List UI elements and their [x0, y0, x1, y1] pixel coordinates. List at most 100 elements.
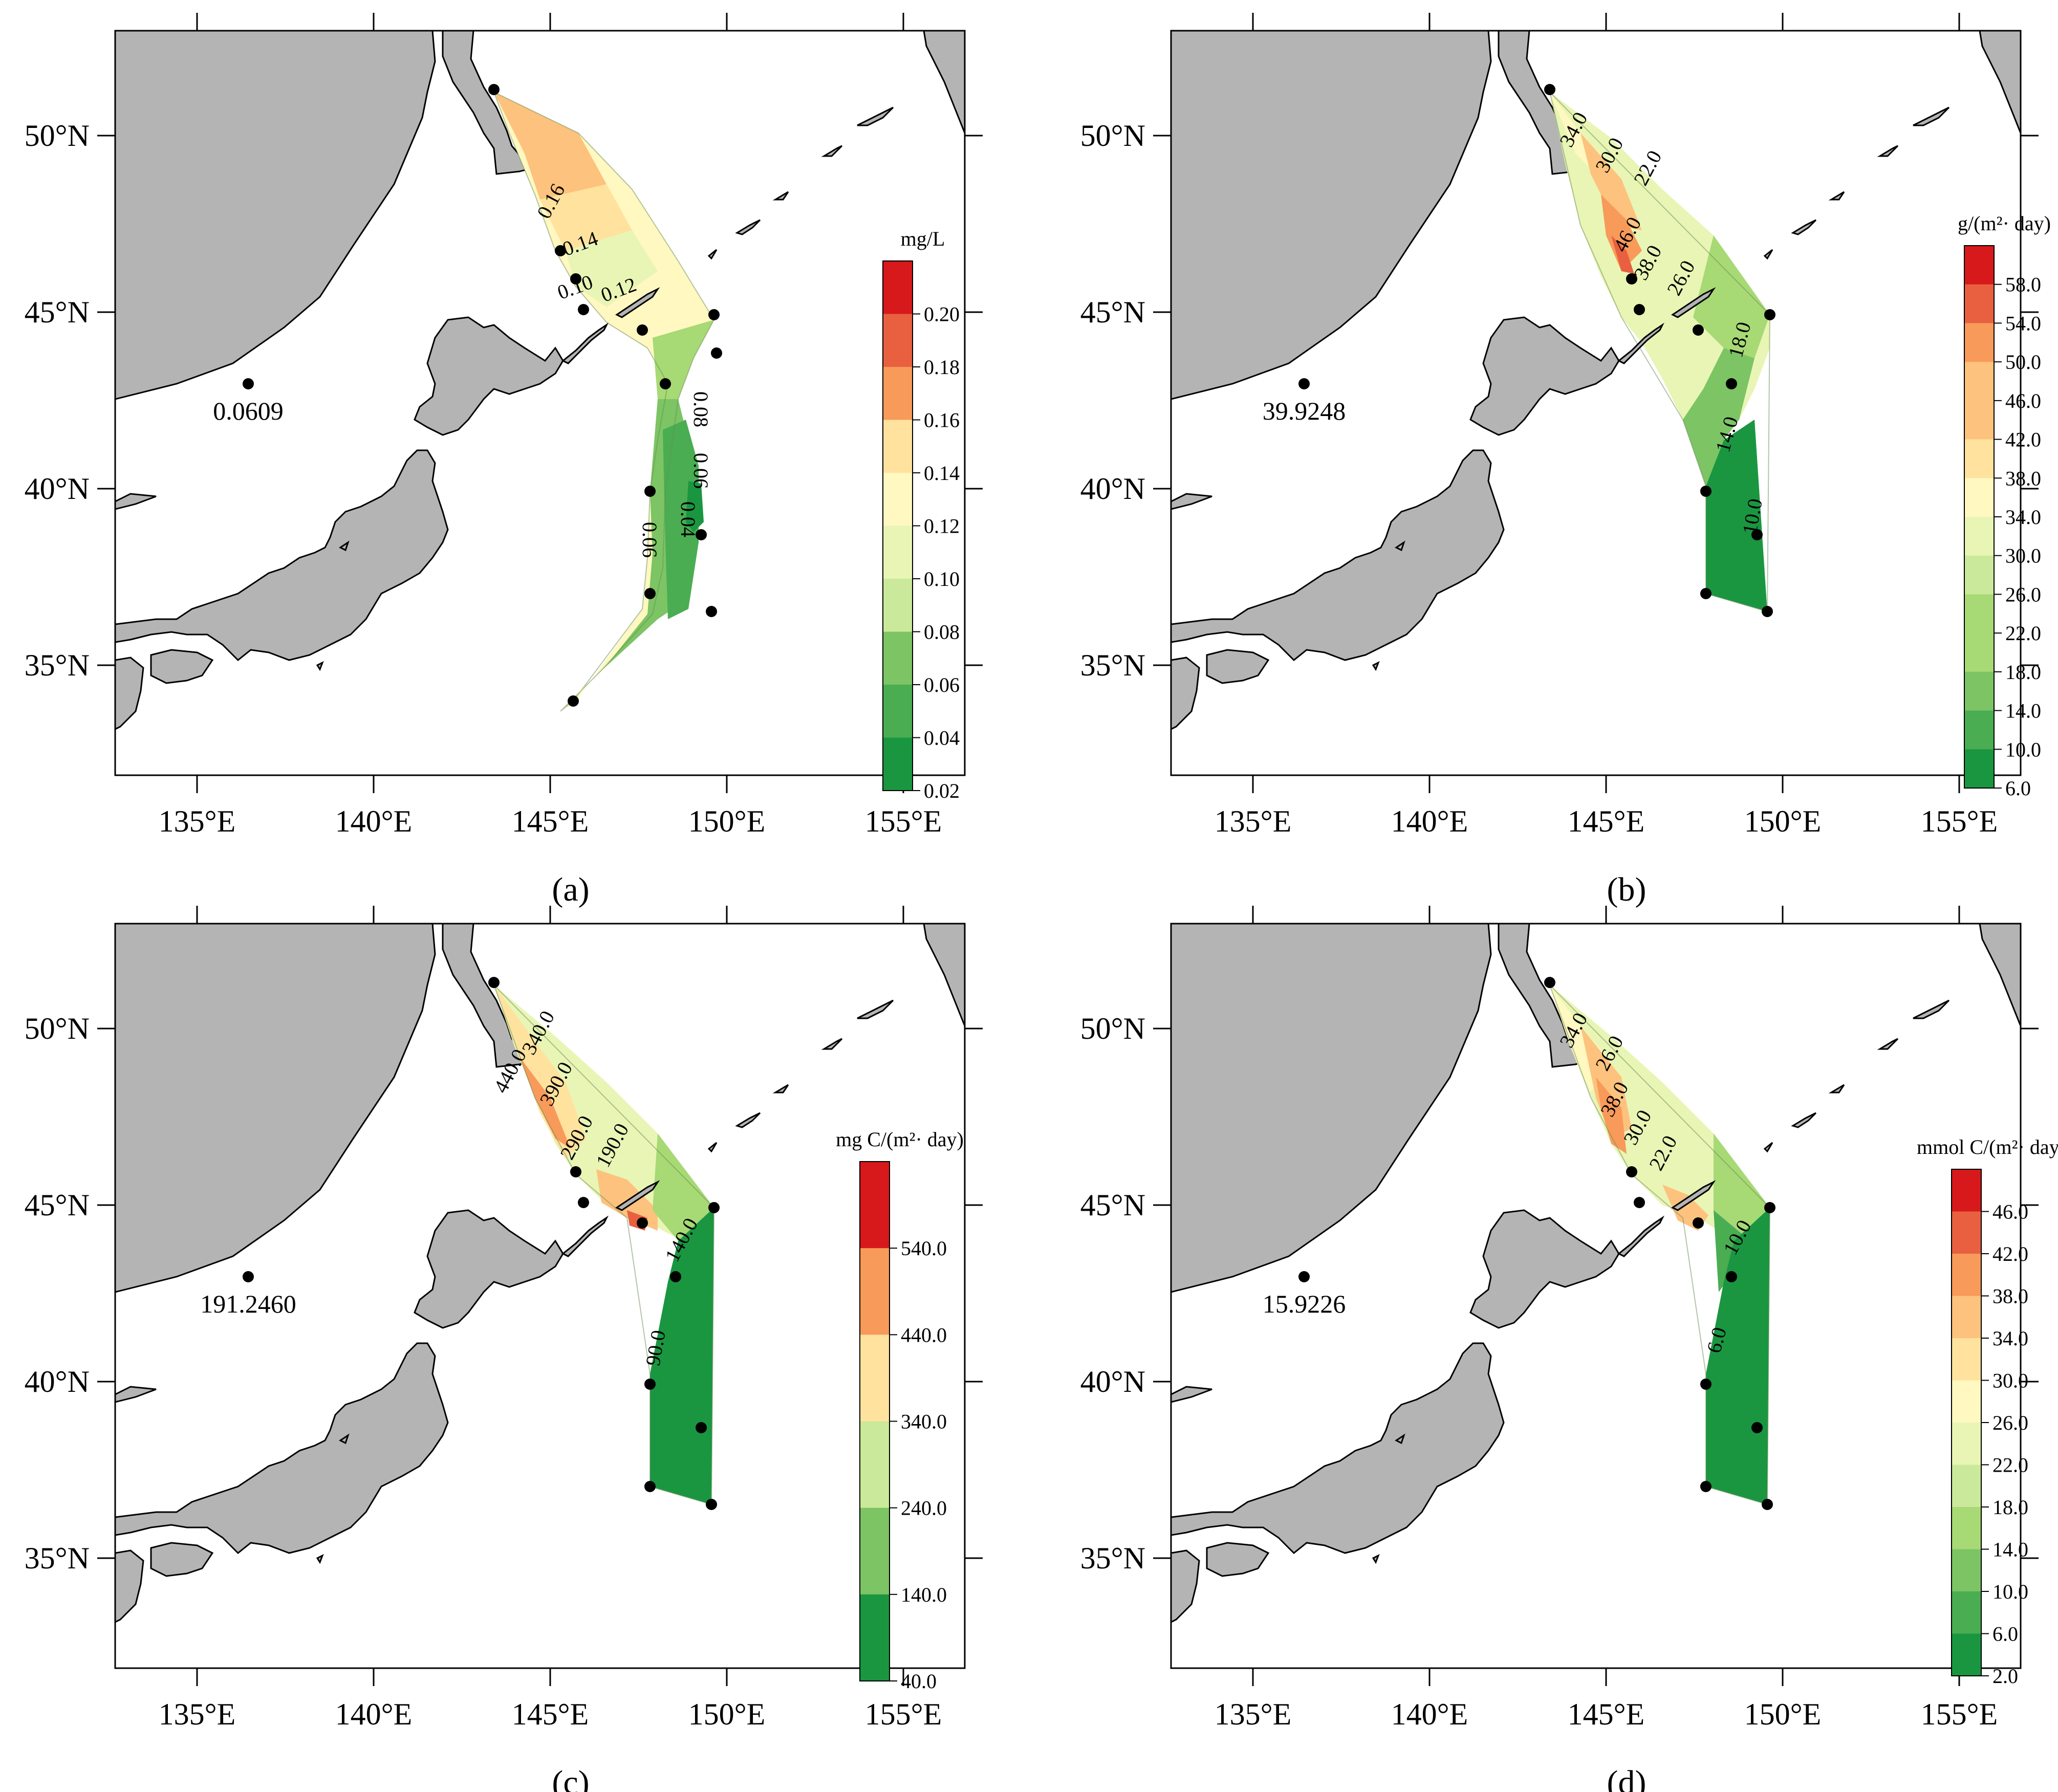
colorbar-swatch — [1964, 633, 1994, 672]
x-tick-label: 135°E — [159, 1697, 236, 1731]
y-tick-label: 35°N — [1080, 1541, 1145, 1575]
station-marker — [670, 1271, 681, 1282]
field-shading — [1549, 90, 1771, 613]
colorbar-tick-label: 540.0 — [901, 1237, 947, 1260]
colorbar-swatch — [883, 631, 913, 685]
y-tick-label: 35°N — [1080, 648, 1145, 682]
colorbar-tick-label: 50.0 — [2005, 351, 2041, 374]
station-marker — [644, 1379, 656, 1390]
station-marker — [1764, 1202, 1775, 1213]
panel-b: 34.0 30.0 22.0 46.0 38.0 26.0 18.0 14.0 10.0 39.9… — [1080, 13, 2051, 908]
x-tick-label: 150°E — [1744, 804, 1822, 838]
colorbar-tick-label: 58.0 — [2005, 273, 2041, 296]
station-marker — [570, 1166, 581, 1177]
colorbar-swatch — [860, 1507, 890, 1595]
colorbar-tick-label: 34.0 — [2005, 506, 2041, 529]
y-tick-label: 50°N — [25, 119, 90, 152]
contour-label: 0.08 — [689, 391, 712, 427]
colorbar-tick-label: 38.0 — [1992, 1285, 2028, 1308]
y-tick-label: 45°N — [1080, 1188, 1145, 1222]
panel-caption: (c) — [552, 1764, 589, 1792]
station-marker — [706, 1499, 717, 1510]
panel-caption: (a) — [552, 871, 589, 908]
x-tick-label: 145°E — [1568, 1697, 1645, 1731]
map-frame — [114, 923, 966, 1669]
panel-caption: (d) — [1607, 1764, 1647, 1792]
colorbar-swatch — [1964, 594, 1994, 634]
panel-a: 0.16 0.14 0.10 0.12 0.08 0.06 0.06 0.04 0.0609 13… — [25, 13, 983, 908]
field-outline — [1549, 985, 1771, 1505]
field-shading — [1549, 985, 1771, 1505]
colorbar-swatch — [1964, 517, 1994, 556]
x-tick-label: 135°E — [1215, 1697, 1292, 1731]
y-tick-label: 40°N — [1080, 1365, 1145, 1398]
colorbar-tick-label: 42.0 — [1992, 1242, 2028, 1265]
station-marker — [1544, 84, 1555, 95]
inset-value: 0.0609 — [213, 397, 284, 425]
colorbar-swatch — [1952, 1591, 1981, 1634]
colorbar-swatch — [883, 261, 913, 315]
x-tick-label: 150°E — [1744, 1697, 1822, 1731]
colorbar-tick-label: 42.0 — [2005, 428, 2041, 451]
colorbar-swatch — [1952, 1507, 1981, 1550]
map-frame — [114, 30, 966, 776]
station-marker — [555, 245, 566, 256]
island — [1617, 322, 1664, 364]
colorbar-tick-label: 26.0 — [1992, 1411, 2028, 1434]
field-contour-band — [1706, 420, 1767, 611]
y-tick-label: 50°N — [1080, 1012, 1145, 1045]
field-contour-band — [560, 399, 688, 711]
colorbar-tick-label: 54.0 — [2005, 312, 2041, 335]
colorbar-frame — [1951, 1169, 1982, 1676]
colorbar-swatch — [1952, 1254, 1981, 1297]
station-marker — [644, 1481, 656, 1492]
colorbar-swatch — [883, 367, 913, 421]
station-marker — [708, 309, 720, 320]
colorbar-swatch — [883, 473, 913, 527]
map-frame — [1170, 923, 2022, 1669]
contour-label: 0.06 — [638, 522, 661, 558]
colorbar-swatch — [1952, 1296, 1981, 1339]
station-marker — [1726, 378, 1737, 389]
field-contour-band — [1580, 133, 1642, 230]
colorbar-tick-label: 0.20 — [924, 303, 960, 326]
colorbar-swatch — [883, 526, 913, 579]
colorbar-unit: mmol C/(m²· day) — [1917, 1135, 2058, 1159]
colorbar-swatch — [860, 1162, 890, 1249]
x-tick-label: 140°E — [1391, 804, 1468, 838]
x-tick-label: 140°E — [335, 1697, 413, 1731]
colorbar-swatch — [1952, 1380, 1981, 1423]
colorbar-tick-label: 46.0 — [2005, 389, 2041, 412]
x-tick-label: 140°E — [335, 804, 413, 838]
contour-label: 0.06 — [689, 453, 712, 489]
x-tick-label: 155°E — [865, 804, 942, 838]
colorbar-swatch — [1964, 284, 1994, 324]
colorbar-tick-label: 0.14 — [924, 462, 960, 485]
island — [1617, 1215, 1664, 1257]
colorbar-unit: mg/L — [901, 227, 945, 250]
colorbar-swatch — [1952, 1338, 1981, 1381]
colorbar-tick-label: 440.0 — [901, 1323, 947, 1346]
colorbar-tick-label: 0.10 — [924, 567, 960, 591]
y-tick-label: 50°N — [1080, 119, 1145, 152]
field-contour-band — [1611, 235, 1634, 274]
colorbar-tick-label: 340.0 — [901, 1410, 947, 1433]
colorbar-tick-label: 18.0 — [2005, 661, 2041, 684]
station-marker — [1726, 1271, 1737, 1282]
station-marker — [1700, 1379, 1712, 1390]
island — [615, 1180, 660, 1211]
inset-station-marker — [243, 1271, 254, 1282]
colorbar: 46.0 42.0 38.0 34.0 30.0 26.0 22.0 18.0 14.0 10.0… — [1917, 1135, 2058, 1688]
x-tick-label: 155°E — [1921, 804, 1998, 838]
field-contour-band — [663, 420, 699, 619]
colorbar-tick-label: 0.02 — [924, 779, 960, 802]
island — [561, 322, 609, 364]
island — [615, 287, 660, 318]
colorbar-swatch — [1964, 439, 1994, 479]
colorbar: 0.20 0.18 0.16 0.14 0.12 0.10 0.08 0.06 0.04 0.02… — [882, 227, 960, 802]
colorbar-swatch — [1952, 1169, 1981, 1212]
island — [561, 1215, 609, 1257]
colorbar-swatch — [1952, 1423, 1981, 1466]
colorbar-tick-label: 0.04 — [924, 727, 960, 750]
